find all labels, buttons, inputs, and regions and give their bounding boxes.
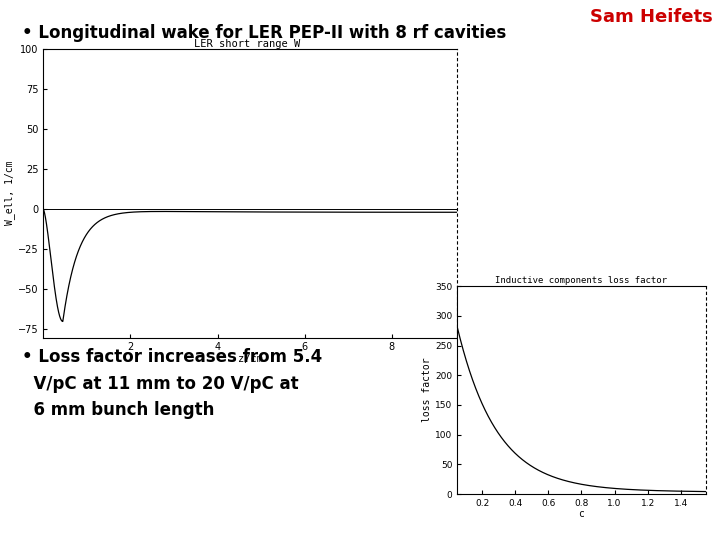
X-axis label: z/cm: z/cm: [238, 354, 263, 364]
X-axis label: c: c: [578, 509, 585, 519]
Title: Inductive components loss factor: Inductive components loss factor: [495, 276, 667, 286]
Y-axis label: W_ell, 1/cm: W_ell, 1/cm: [4, 161, 15, 225]
Title: LER short range W_: LER short range W_: [194, 38, 307, 49]
Text: Sam Heifets: Sam Heifets: [590, 8, 713, 26]
Text: • Loss factor increases from 5.4
  V/pC at 11 mm to 20 V/pC at
  6 mm bunch leng: • Loss factor increases from 5.4 V/pC at…: [22, 348, 322, 419]
Text: • Longitudinal wake for LER PEP-II with 8 rf cavities: • Longitudinal wake for LER PEP-II with …: [22, 24, 506, 42]
Y-axis label: loss factor: loss factor: [423, 358, 432, 422]
